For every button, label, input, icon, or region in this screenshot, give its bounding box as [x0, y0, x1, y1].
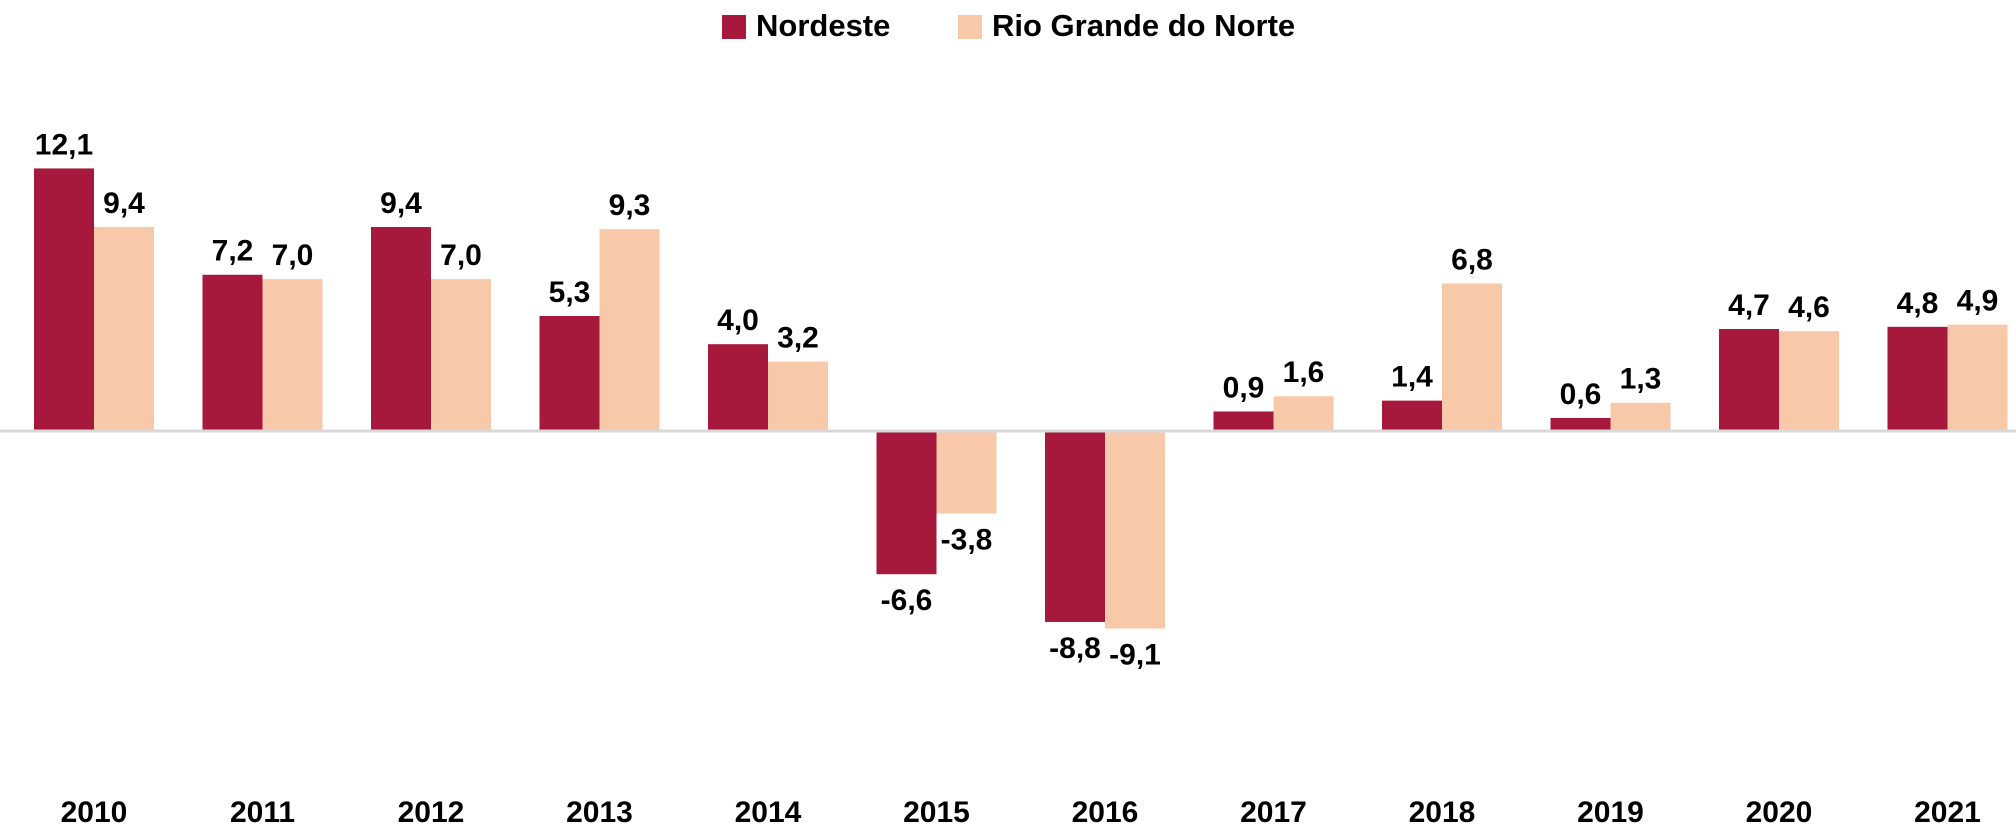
value-label: 6,8 — [1451, 243, 1493, 276]
value-label: 4,0 — [717, 304, 759, 337]
bar — [1779, 331, 1839, 431]
bar — [1947, 324, 2008, 431]
bar — [202, 274, 263, 431]
bar — [876, 431, 937, 575]
value-label: 4,7 — [1728, 289, 1770, 322]
x-tick-label: 2018 — [1409, 796, 1476, 829]
value-label: 12,1 — [35, 128, 93, 161]
value-label: 7,0 — [440, 239, 482, 272]
value-label: 7,2 — [212, 235, 254, 268]
x-tick-label: 2021 — [1914, 796, 1981, 829]
value-label: -8,8 — [1049, 632, 1101, 665]
value-label: 7,0 — [272, 239, 314, 272]
x-tick-label: 2015 — [903, 796, 970, 829]
value-label: -6,6 — [881, 584, 933, 617]
value-label: 5,3 — [549, 276, 591, 309]
x-tick-label: 2017 — [1240, 796, 1307, 829]
value-label: 1,6 — [1283, 356, 1325, 389]
legend-label: Nordeste — [756, 8, 890, 43]
bar — [262, 279, 323, 431]
bar — [94, 227, 154, 431]
bar — [1273, 396, 1334, 431]
value-label: 3,2 — [777, 321, 819, 354]
x-tick-label: 2016 — [1072, 796, 1139, 829]
x-tick-label: 2013 — [566, 796, 633, 829]
value-label: 1,3 — [1620, 363, 1662, 396]
legend-swatch — [722, 15, 746, 39]
x-tick-label: 2010 — [61, 796, 128, 829]
value-label: 1,4 — [1391, 361, 1433, 394]
bar — [1382, 400, 1442, 431]
x-tick-label: 2012 — [398, 796, 465, 829]
value-label: 9,4 — [380, 187, 422, 220]
bar — [1213, 411, 1274, 431]
x-tick-label: 2019 — [1577, 796, 1644, 829]
value-label: 0,9 — [1223, 371, 1265, 404]
bar — [34, 168, 94, 431]
value-label: -3,8 — [941, 523, 993, 556]
bar — [1610, 402, 1671, 431]
bar — [768, 361, 828, 431]
x-tick-label: 2014 — [735, 796, 802, 829]
bar — [1550, 417, 1611, 431]
value-label: 4,8 — [1897, 287, 1939, 320]
bar — [1105, 431, 1165, 629]
value-label: 4,6 — [1788, 291, 1830, 324]
bar — [539, 315, 600, 431]
value-label: 4,9 — [1957, 285, 1999, 318]
value-label: 9,4 — [103, 187, 145, 220]
bar — [599, 229, 660, 431]
bar — [936, 431, 997, 514]
bar — [708, 344, 768, 431]
value-label: -9,1 — [1109, 638, 1161, 671]
value-label: 0,6 — [1560, 378, 1602, 411]
bar — [1887, 326, 1948, 431]
value-label: 9,3 — [609, 189, 651, 222]
x-tick-label: 2020 — [1746, 796, 1813, 829]
bar — [1442, 283, 1502, 431]
x-tick-label: 2011 — [230, 796, 295, 829]
bar — [1045, 431, 1105, 622]
legend-swatch — [958, 15, 982, 39]
legend-label: Rio Grande do Norte — [992, 8, 1295, 43]
bar — [371, 227, 431, 431]
bar — [431, 279, 491, 431]
bar — [1719, 329, 1779, 431]
